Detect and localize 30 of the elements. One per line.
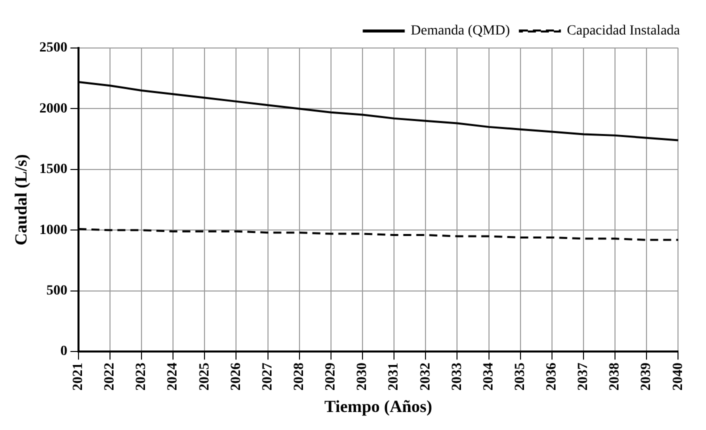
x-tick-label: 2040 (670, 362, 686, 391)
y-tick-label: 2000 (39, 101, 68, 116)
x-tick-label: 2032 (418, 362, 434, 391)
x-tick-label: 2028 (292, 362, 307, 391)
x-tick-label: 2034 (481, 362, 496, 391)
x-tick-label: 2029 (324, 362, 339, 391)
x-tick-label: 2021 (71, 362, 86, 391)
x-tick-label: 2031 (386, 362, 402, 391)
x-tick-label: 2038 (608, 362, 623, 391)
legend-label: Demanda (QMD) (410, 24, 510, 39)
y-tick-label: 1500 (39, 162, 68, 178)
x-tick-label: 2026 (228, 362, 244, 391)
x-tick-label: 2039 (639, 362, 654, 391)
x-tick-label: 2024 (166, 362, 181, 391)
x-axis-title: Tiempo (Años) (324, 397, 432, 416)
legend-label: Capacidad Instalada (566, 24, 681, 39)
y-tick-label: 2500 (39, 40, 68, 56)
x-tick-label: 2030 (355, 362, 370, 391)
y-tick-label: 0 (60, 344, 68, 360)
x-tick-label: 2023 (134, 362, 150, 391)
y-tick-label: 1000 (39, 222, 68, 238)
y-axis-title: Caudal (L/s) (12, 154, 31, 246)
x-tick-label: 2027 (260, 362, 276, 391)
x-tick-label: 2025 (197, 362, 212, 391)
x-tick-label: 2033 (450, 362, 465, 391)
x-tick-label: 2037 (576, 362, 592, 391)
x-tick-label: 2036 (544, 362, 560, 391)
x-tick-label: 2035 (512, 362, 528, 391)
x-tick-label: 2022 (102, 362, 118, 391)
y-tick-label: 500 (46, 283, 68, 298)
